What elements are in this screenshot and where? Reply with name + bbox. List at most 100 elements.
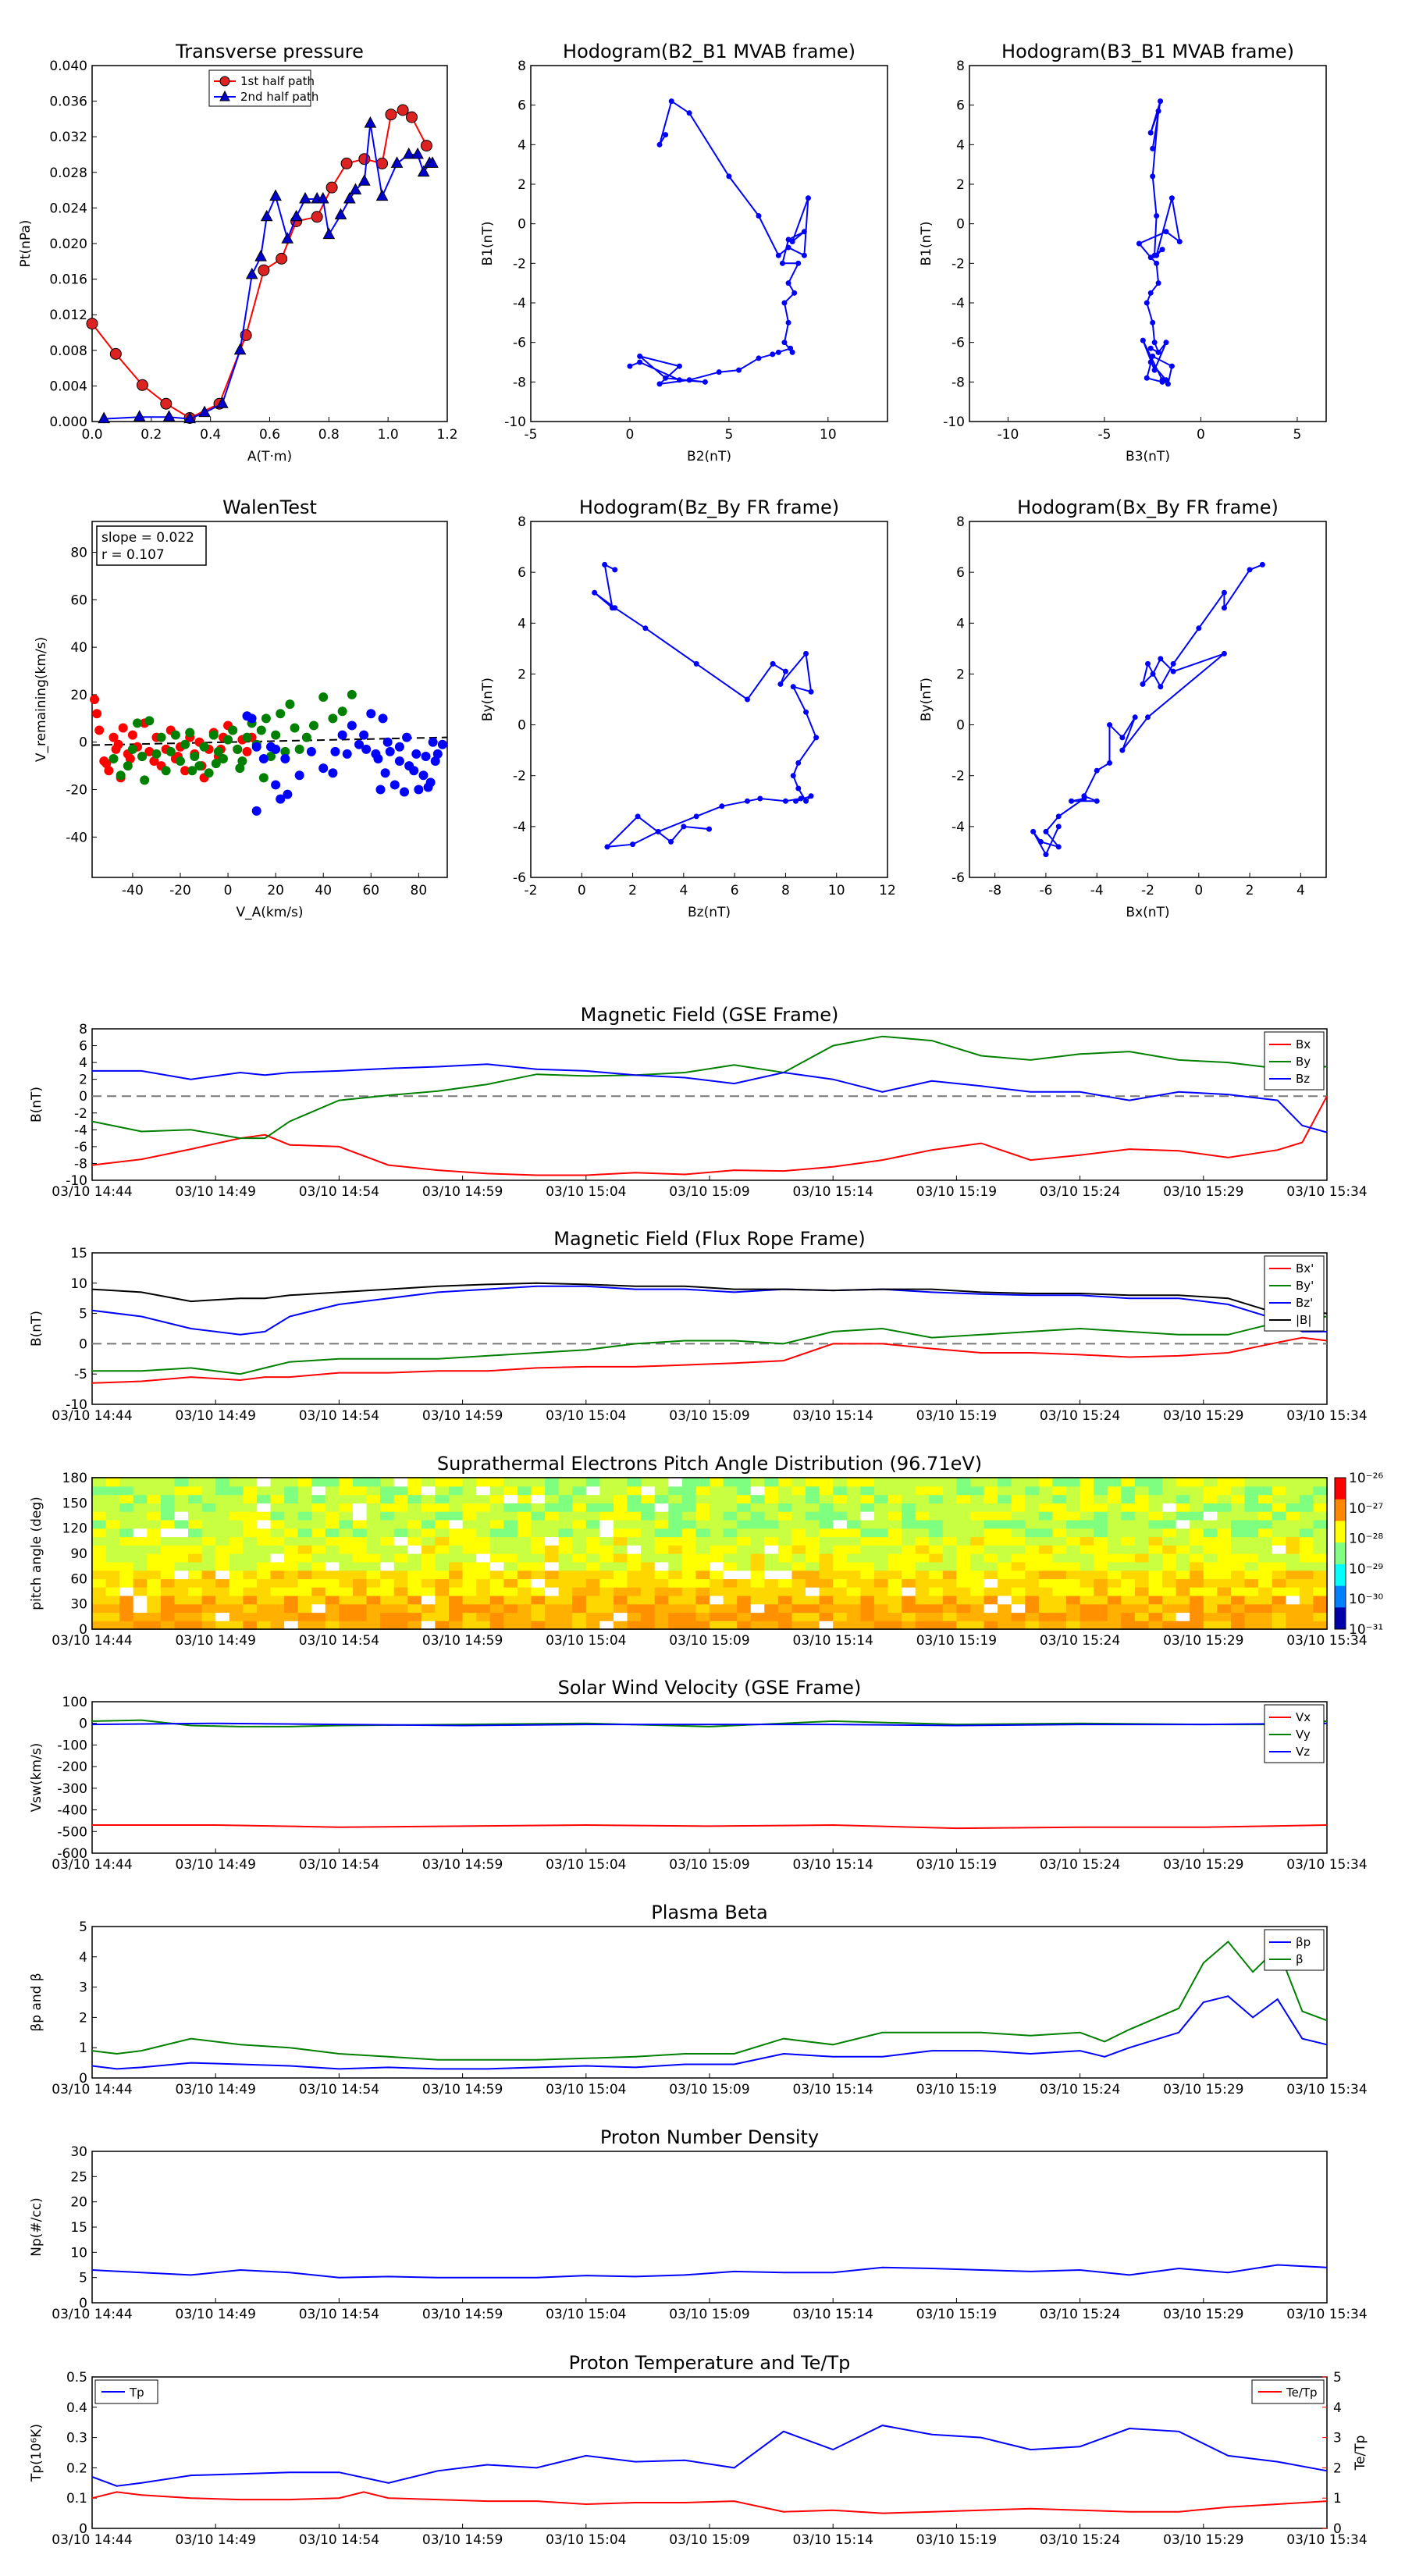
temp-legend-right-label: Te/Tp <box>1286 2386 1318 2400</box>
mag_gse-ytick-label: -8 <box>74 1156 87 1172</box>
pad-cell <box>545 1511 560 1521</box>
pad-cell <box>956 1478 971 1487</box>
pad-cell <box>174 1494 189 1503</box>
pad-cell <box>545 1595 560 1605</box>
pad-cell <box>819 1503 834 1512</box>
transverse-xtick-label: 0.4 <box>200 427 221 443</box>
pad-cell <box>311 1603 326 1614</box>
pad-cell <box>1231 1485 1246 1496</box>
pad-cell <box>215 1570 230 1579</box>
pad-cell <box>1148 1612 1163 1621</box>
pad-cell <box>1244 1621 1259 1630</box>
pad-cell <box>1313 1621 1328 1630</box>
pad-cell <box>1231 1528 1246 1538</box>
pad-cell <box>503 1603 518 1614</box>
pad-cell <box>1244 1595 1259 1605</box>
pad-cell <box>188 1553 203 1563</box>
pad-cell <box>806 1621 820 1630</box>
pad-cell <box>325 1595 340 1605</box>
transverse-ytick-label: 0.024 <box>49 201 87 216</box>
pad-cell <box>764 1528 779 1538</box>
walen-point <box>165 746 176 756</box>
transverse-ytick-label: 0.012 <box>49 308 87 323</box>
pad-cell <box>1094 1570 1108 1579</box>
walen-point <box>308 720 318 731</box>
pad-cell <box>325 1553 340 1563</box>
pad-cell <box>243 1595 258 1605</box>
pad-cell <box>915 1561 930 1571</box>
transverse-point-circle <box>160 397 173 410</box>
pad-cell <box>297 1621 312 1630</box>
pad-cell <box>325 1587 340 1596</box>
pad-cell <box>1272 1519 1286 1529</box>
pad-cell <box>462 1612 477 1621</box>
temp-ylabel: Tp(10⁶K) <box>29 2424 44 2482</box>
hodo_b3b1-point-dot <box>1151 340 1158 346</box>
pad-cell <box>1244 1503 1259 1512</box>
pad-cell <box>1052 1494 1067 1503</box>
pad-cell <box>215 1536 230 1546</box>
pad-cell <box>1038 1528 1054 1538</box>
pad-cell <box>1080 1494 1094 1503</box>
pad-cell <box>750 1561 765 1571</box>
pad-cell <box>1080 1587 1094 1596</box>
pad-cell <box>353 1494 368 1503</box>
pad-cell <box>462 1621 477 1630</box>
pad-cell <box>339 1603 354 1614</box>
pad-cell <box>1299 1485 1314 1496</box>
pad-cell <box>1107 1536 1122 1546</box>
mag_gse-title: Magnetic Field (GSE Frame) <box>581 1004 839 1026</box>
pad-cell <box>873 1570 889 1579</box>
pad-cell <box>1231 1570 1246 1579</box>
pad-cell <box>984 1528 998 1538</box>
pad-cell <box>119 1528 134 1538</box>
pad-cell <box>970 1553 985 1563</box>
pad-cell <box>929 1528 944 1538</box>
pad-cell <box>339 1612 354 1621</box>
pad-cell <box>270 1478 285 1487</box>
pad-cell <box>585 1561 600 1571</box>
pad-cell <box>737 1578 752 1588</box>
transverse-point-triangle <box>402 147 415 159</box>
pad-cell <box>133 1578 148 1588</box>
pad-cell <box>819 1570 834 1579</box>
hodo_b2b1-ytick-label: 6 <box>518 98 526 114</box>
hodo_bzby-ylabel: By(nT) <box>480 678 496 721</box>
pad-cell <box>311 1536 326 1546</box>
pad-cell <box>585 1519 600 1529</box>
hodo_bxby-ylabel: By(nT) <box>919 678 934 721</box>
pad-cell <box>1052 1595 1067 1605</box>
pad-cell <box>462 1494 477 1503</box>
hodo_bzby-point-dot <box>693 660 699 667</box>
hodo_b2b1-point-dot <box>676 377 682 383</box>
pad-cell <box>449 1561 464 1571</box>
pad-cell <box>791 1494 806 1503</box>
pad-cell <box>737 1494 752 1503</box>
pad-cell <box>558 1478 573 1487</box>
hodo_bxby-xtick-label: 4 <box>1297 883 1305 898</box>
walen-point <box>258 773 269 783</box>
pad-cell <box>1176 1536 1190 1546</box>
pad-cell <box>270 1621 285 1630</box>
pad-cell <box>311 1503 326 1512</box>
pad-cell <box>1258 1595 1273 1605</box>
pad-cell <box>723 1570 738 1579</box>
walen-point <box>411 749 422 759</box>
pad-cell <box>929 1478 944 1487</box>
walen-point <box>389 780 400 790</box>
pad-cell <box>353 1553 368 1563</box>
hodo_b3b1-point-dot <box>1176 238 1183 244</box>
pad-cell <box>695 1570 710 1579</box>
walen-point <box>199 742 209 752</box>
hodo_b3b1-title: Hodogram(B3_B1 MVAB frame) <box>1001 41 1294 62</box>
pad-cell <box>1190 1503 1204 1512</box>
pad-cell <box>1286 1511 1300 1521</box>
pad-cell <box>353 1478 368 1487</box>
pad-cell <box>188 1621 203 1630</box>
pad-cell <box>380 1494 395 1503</box>
hodo_b3b1-ytick-label: 8 <box>956 59 965 74</box>
pad-cell <box>160 1494 176 1503</box>
pad-cell <box>297 1519 312 1529</box>
pad-cell <box>188 1545 203 1554</box>
pad-cell <box>681 1595 696 1605</box>
